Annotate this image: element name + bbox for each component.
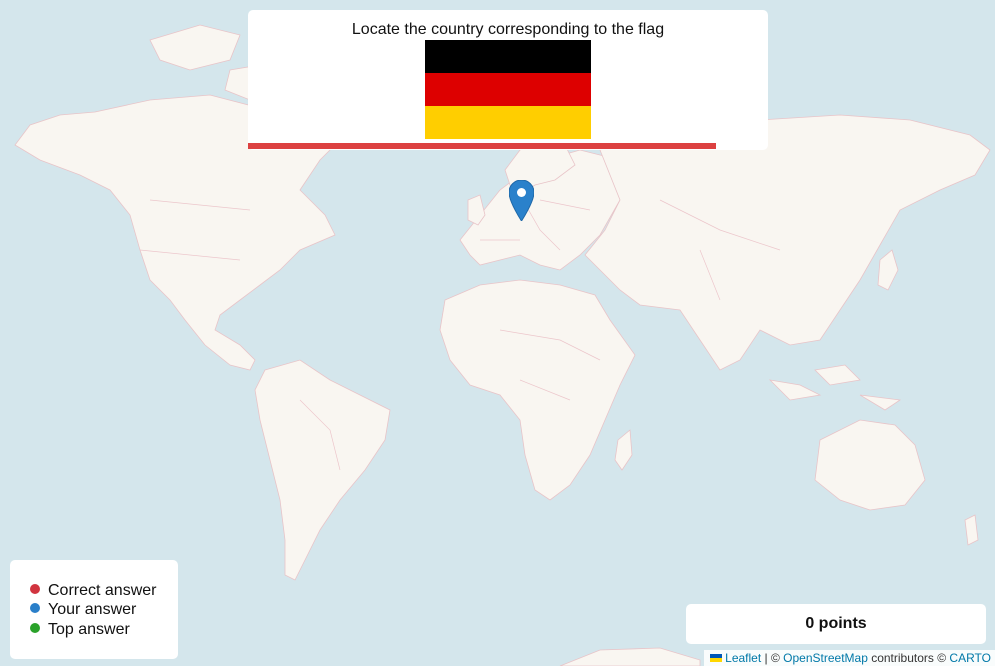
legend: Correct answer Your answer Top answer — [10, 560, 178, 659]
legend-item-top: Top answer — [30, 621, 130, 639]
question-panel: Locate the country corresponding to the … — [248, 10, 768, 150]
british-isles — [467, 194, 486, 226]
legend-label: Top answer — [48, 621, 130, 638]
question-prompt: Locate the country corresponding to the … — [351, 21, 665, 38]
japan — [877, 249, 899, 291]
dot-icon — [30, 603, 40, 613]
legend-label: Correct answer — [48, 582, 157, 599]
osm-link[interactable]: OpenStreetMap — [783, 651, 868, 665]
asia — [584, 114, 991, 371]
map-attribution: Leaflet | © OpenStreetMap contributors ©… — [704, 650, 995, 666]
country-flag — [425, 40, 591, 139]
dot-icon — [30, 623, 40, 633]
timer-bar — [248, 143, 716, 149]
legend-label: Your answer — [48, 601, 137, 618]
your-answer-marker[interactable] — [508, 179, 535, 222]
carto-link[interactable]: CARTO — [949, 651, 991, 665]
map-pin-icon — [508, 179, 535, 222]
madagascar — [614, 429, 633, 471]
score-display: 0 points — [686, 604, 986, 644]
flag-stripe-black — [425, 40, 591, 73]
australia — [814, 419, 926, 511]
antarctica — [559, 647, 701, 666]
flag-stripe-gold — [425, 106, 591, 139]
new-zealand — [964, 514, 979, 546]
dot-icon — [30, 584, 40, 594]
legend-item-yours: Your answer — [30, 601, 136, 619]
africa — [439, 279, 636, 501]
ukraine-flag-icon — [710, 654, 723, 662]
legend-item-correct: Correct answer — [30, 582, 156, 600]
attribution-sep: | © — [761, 651, 784, 665]
south-america — [254, 359, 391, 581]
flag-stripe-red — [425, 73, 591, 106]
attribution-contributors: contributors © — [867, 651, 950, 665]
southeast-asia-islands — [768, 364, 902, 411]
leaflet-link[interactable]: Leaflet — [725, 651, 762, 665]
